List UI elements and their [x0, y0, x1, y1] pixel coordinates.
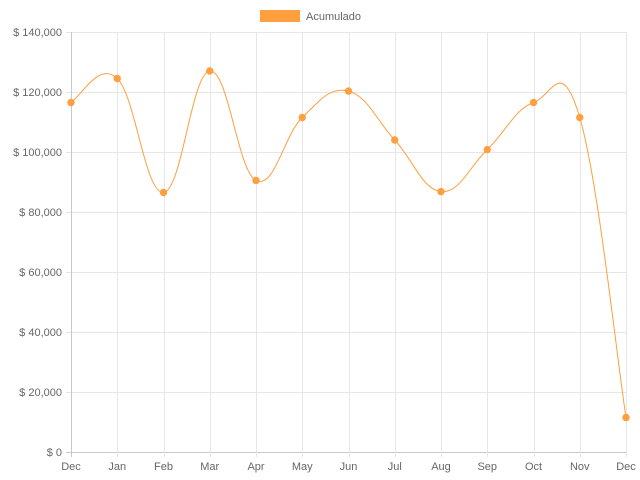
x-tick-label: Aug	[431, 461, 451, 473]
x-tick-label: Oct	[525, 461, 542, 473]
y-tick-label: $ 40,000	[19, 327, 62, 339]
data-point-0[interactable]	[67, 98, 75, 107]
y-tick-label: $ 20,000	[19, 387, 62, 399]
data-point-6[interactable]	[344, 87, 353, 95]
data-point-1[interactable]	[113, 74, 121, 83]
y-tick-label: $ 0	[47, 447, 62, 459]
legend-label[interactable]: Acumulado	[306, 11, 361, 23]
data-point-9[interactable]	[483, 145, 491, 154]
data-point-3[interactable]	[206, 67, 214, 75]
x-tick-label: Mar	[200, 461, 219, 473]
series-line	[70, 70, 627, 418]
x-tick-label: Jan	[108, 461, 126, 473]
legend[interactable]: Acumulado	[260, 10, 361, 23]
y-tick-label: $ 140,000	[13, 27, 62, 39]
x-tick-label: Nov	[570, 461, 590, 473]
data-point-2[interactable]	[159, 188, 168, 197]
data-point-8[interactable]	[437, 187, 445, 196]
x-tick-label: Apr	[247, 461, 264, 473]
x-tick-label: Sep	[477, 461, 497, 473]
y-tick-label: $ 100,000	[13, 147, 62, 159]
data-point-12[interactable]	[622, 413, 630, 422]
grid	[66, 32, 627, 457]
y-tick-label: $ 120,000	[13, 87, 62, 99]
x-tick-label: Jun	[340, 461, 358, 473]
x-tick-label: Feb	[154, 461, 173, 473]
x-tick-label: Dec	[61, 461, 81, 473]
data-point-7[interactable]	[391, 136, 399, 144]
data-point-5[interactable]	[298, 113, 306, 122]
x-tick-label: Dec	[616, 461, 636, 473]
y-tick-label: $ 80,000	[19, 207, 62, 219]
data-point-4[interactable]	[252, 176, 260, 185]
x-tick-label: May	[292, 461, 313, 473]
x-tick-label: Jul	[388, 461, 402, 473]
legend-swatch[interactable]	[260, 10, 300, 22]
y-tick-label: $ 60,000	[19, 267, 62, 279]
axes: $ 0 $ 20,000 $ 40,000 $ 60,000 $ 80,000 $ 100…	[13, 27, 636, 473]
series-group	[67, 67, 630, 422]
data-point-11[interactable]	[576, 113, 584, 122]
data-point-10[interactable]	[529, 98, 538, 107]
